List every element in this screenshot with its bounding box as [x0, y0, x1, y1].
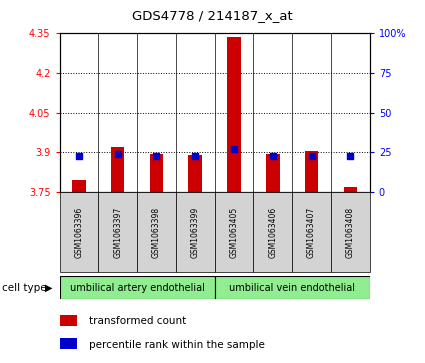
Bar — [227, 37, 241, 192]
Bar — [343, 187, 357, 192]
Bar — [72, 180, 86, 192]
Text: GSM1063407: GSM1063407 — [307, 207, 316, 258]
Text: ▶: ▶ — [45, 283, 52, 293]
Point — [192, 153, 198, 159]
Text: transformed count: transformed count — [89, 316, 187, 326]
Text: cell type: cell type — [2, 283, 47, 293]
Bar — [150, 154, 163, 192]
Bar — [215, 192, 253, 272]
Text: GDS4778 / 214187_x_at: GDS4778 / 214187_x_at — [132, 9, 293, 22]
Bar — [188, 155, 202, 192]
Bar — [60, 192, 98, 272]
Point — [269, 153, 276, 159]
Point — [76, 153, 82, 159]
Text: GSM1063408: GSM1063408 — [346, 207, 355, 258]
Point — [231, 146, 238, 152]
Point — [153, 153, 160, 159]
Point — [114, 151, 121, 157]
Bar — [111, 147, 125, 192]
Point — [347, 153, 354, 159]
Text: GSM1063397: GSM1063397 — [113, 207, 122, 258]
Bar — [215, 276, 370, 299]
Text: GSM1063396: GSM1063396 — [74, 207, 83, 258]
Text: percentile rank within the sample: percentile rank within the sample — [89, 340, 265, 350]
Bar — [60, 276, 215, 299]
Text: umbilical vein endothelial: umbilical vein endothelial — [229, 283, 355, 293]
Bar — [253, 192, 292, 272]
Bar — [305, 151, 318, 192]
Bar — [292, 192, 331, 272]
Text: umbilical artery endothelial: umbilical artery endothelial — [70, 283, 204, 293]
Bar — [331, 192, 370, 272]
Text: GSM1063405: GSM1063405 — [230, 207, 238, 258]
Point — [308, 153, 315, 159]
Bar — [137, 192, 176, 272]
Bar — [98, 192, 137, 272]
Bar — [266, 154, 280, 192]
Text: GSM1063406: GSM1063406 — [268, 207, 277, 258]
Text: GSM1063398: GSM1063398 — [152, 207, 161, 258]
Bar — [176, 192, 215, 272]
Text: GSM1063399: GSM1063399 — [191, 207, 200, 258]
